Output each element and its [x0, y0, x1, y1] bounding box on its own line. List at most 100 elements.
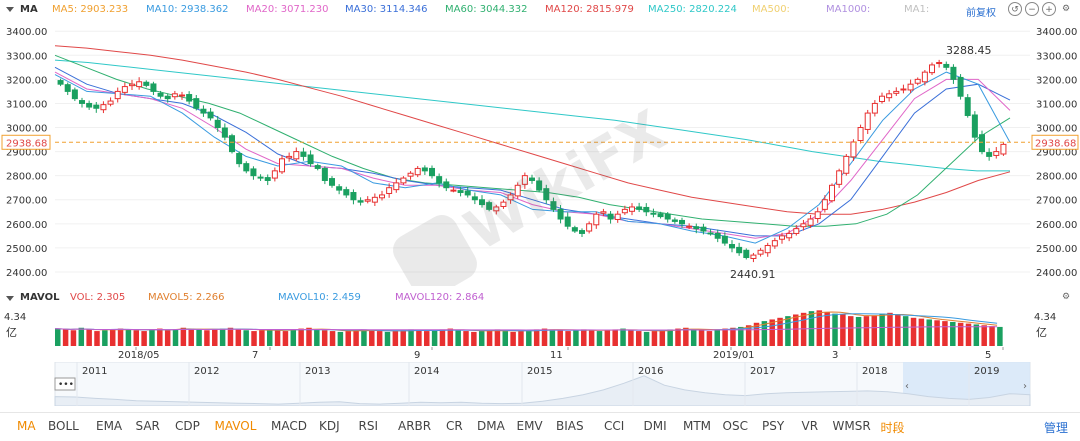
volume-bar [887, 312, 893, 346]
volume-bar [408, 329, 414, 346]
indicator-tab-1[interactable]: BOLL [48, 419, 79, 433]
volume-bar [997, 326, 1003, 346]
candle-body [79, 100, 85, 104]
y-tick-label: 2700.00 [6, 196, 47, 207]
indicator-tab-4[interactable]: CDP [175, 419, 200, 433]
collapse-icon[interactable] [5, 293, 15, 303]
navigator-menu-button[interactable] [54, 377, 76, 391]
candle-body [657, 213, 664, 218]
navigator-year-label: 2015 [527, 366, 552, 377]
indicator-tab-11[interactable]: DMA [477, 419, 505, 433]
indicator-tab-14[interactable]: CCI [604, 419, 625, 433]
volume-bar [683, 327, 689, 346]
volume-bar [879, 313, 885, 346]
candle-body [814, 211, 821, 220]
indicator-tab-7[interactable]: KDJ [319, 419, 340, 433]
candle-body [479, 199, 485, 206]
collapse-icon[interactable] [5, 4, 15, 14]
volume-bar [321, 330, 328, 346]
volume-chart[interactable]: 4.34 亿 4.34 亿 [0, 306, 1080, 350]
indicator-tab-20[interactable]: WMSR [832, 419, 871, 433]
volume-bar [832, 313, 838, 346]
volume-bar [227, 327, 234, 346]
candle-body [214, 119, 221, 129]
volume-bar [510, 331, 516, 346]
candle-body [429, 167, 435, 177]
indicator-tab-13[interactable]: BIAS [556, 419, 584, 433]
candle-body [650, 212, 657, 215]
candle-body [693, 226, 700, 230]
volume-bar [730, 327, 736, 346]
indicator-tab-8[interactable]: RSI [358, 419, 379, 433]
volume-bar [188, 328, 194, 346]
volume-bar [329, 331, 336, 346]
navigator-year-label: 2014 [414, 366, 439, 377]
indicator-tab-3[interactable]: SAR [135, 419, 160, 433]
indicator-tab-0[interactable]: MA [17, 419, 36, 433]
indicator-tab-10[interactable]: CR [446, 419, 463, 433]
indicator-tab-5[interactable]: MAVOL [214, 419, 257, 433]
volume-bar [298, 328, 304, 346]
y-axis-right: 3400.00 3300.00 3200.00 3100.00 3000.00 2900.… [1036, 27, 1077, 279]
zoom-out-icon[interactable]: − [1025, 2, 1039, 16]
candle-body [464, 190, 471, 196]
candle-body [621, 208, 628, 214]
indicator-tab-18[interactable]: PSY [762, 419, 785, 433]
candle-body [800, 223, 807, 228]
volume-bar [62, 329, 69, 346]
low-annotation: 2440.91 [730, 268, 776, 281]
zoom-in-icon[interactable]: + [1042, 2, 1056, 16]
candle-body [957, 76, 964, 97]
volume-bar [581, 329, 587, 346]
volume-bar [478, 331, 485, 346]
indicator-tab-12[interactable]: EMV [516, 419, 543, 433]
undo-icon[interactable]: ↺ [1008, 2, 1022, 16]
candle-body [750, 254, 757, 259]
y-tick-label: 2400.00 [1036, 268, 1077, 279]
manage-button[interactable]: 管理 [1044, 421, 1069, 435]
indicator-tab-2[interactable]: EMA [96, 419, 123, 433]
indicator-tab-19[interactable]: VR [801, 419, 819, 433]
indicator-tab-17[interactable]: OSC [722, 419, 748, 433]
volume-bar [596, 331, 603, 346]
candle-body [593, 213, 600, 226]
candle-body [457, 190, 464, 194]
candle-body [371, 196, 378, 203]
indicator-tab-9[interactable]: ARBR [398, 419, 432, 433]
indicator-tab-15[interactable]: DMI [643, 419, 667, 433]
volume-bar [164, 330, 171, 346]
candle-body [100, 104, 107, 111]
volume-bar [337, 331, 344, 346]
indicator-tab-6[interactable]: MACD [271, 419, 307, 433]
indicator-tab-16[interactable]: MTM [683, 419, 712, 433]
volume-bar [157, 328, 163, 346]
volume-bar [306, 327, 312, 346]
volume-bar [361, 329, 367, 346]
y-tick-label: 3400.00 [6, 27, 47, 38]
volume-bar [855, 316, 862, 346]
ma500-label: MA500: [752, 4, 790, 15]
candle-body [293, 151, 300, 160]
watermark-logo [393, 215, 477, 286]
candle-body [507, 194, 514, 201]
candle-body [636, 206, 643, 210]
y-tick-label: 3000.00 [6, 124, 47, 135]
candle-body [793, 228, 800, 234]
candle-body [600, 211, 607, 214]
price-chart[interactable]: 3400.00 3300.00 3200.00 3100.00 3000.00 2900.… [0, 22, 1080, 286]
adjust-toggle[interactable]: 前复权 [966, 8, 996, 19]
range-navigator[interactable]: 2011 2012 2013 2014 2015 2016 2017 2018 2019 ••• ‹… [0, 362, 1080, 406]
indicator-tab-21[interactable]: 时段 [880, 421, 905, 435]
y-tick-label: 2600.00 [1036, 220, 1077, 231]
candle-body [236, 153, 243, 165]
candle-body [250, 168, 257, 177]
settings-icon[interactable]: ⚙ [1061, 292, 1071, 302]
ma60-label: MA60: 3044.332 [445, 4, 528, 15]
volume-bar [376, 331, 383, 346]
settings-icon[interactable]: ⚙ [1061, 4, 1071, 14]
price-annotations: 3288.45 2440.91 [730, 44, 992, 281]
navigator-handle-right: › [1023, 381, 1027, 392]
volume-bar [172, 329, 179, 346]
ma1000-label: MA1000: [826, 4, 871, 15]
candle-body [664, 213, 671, 220]
